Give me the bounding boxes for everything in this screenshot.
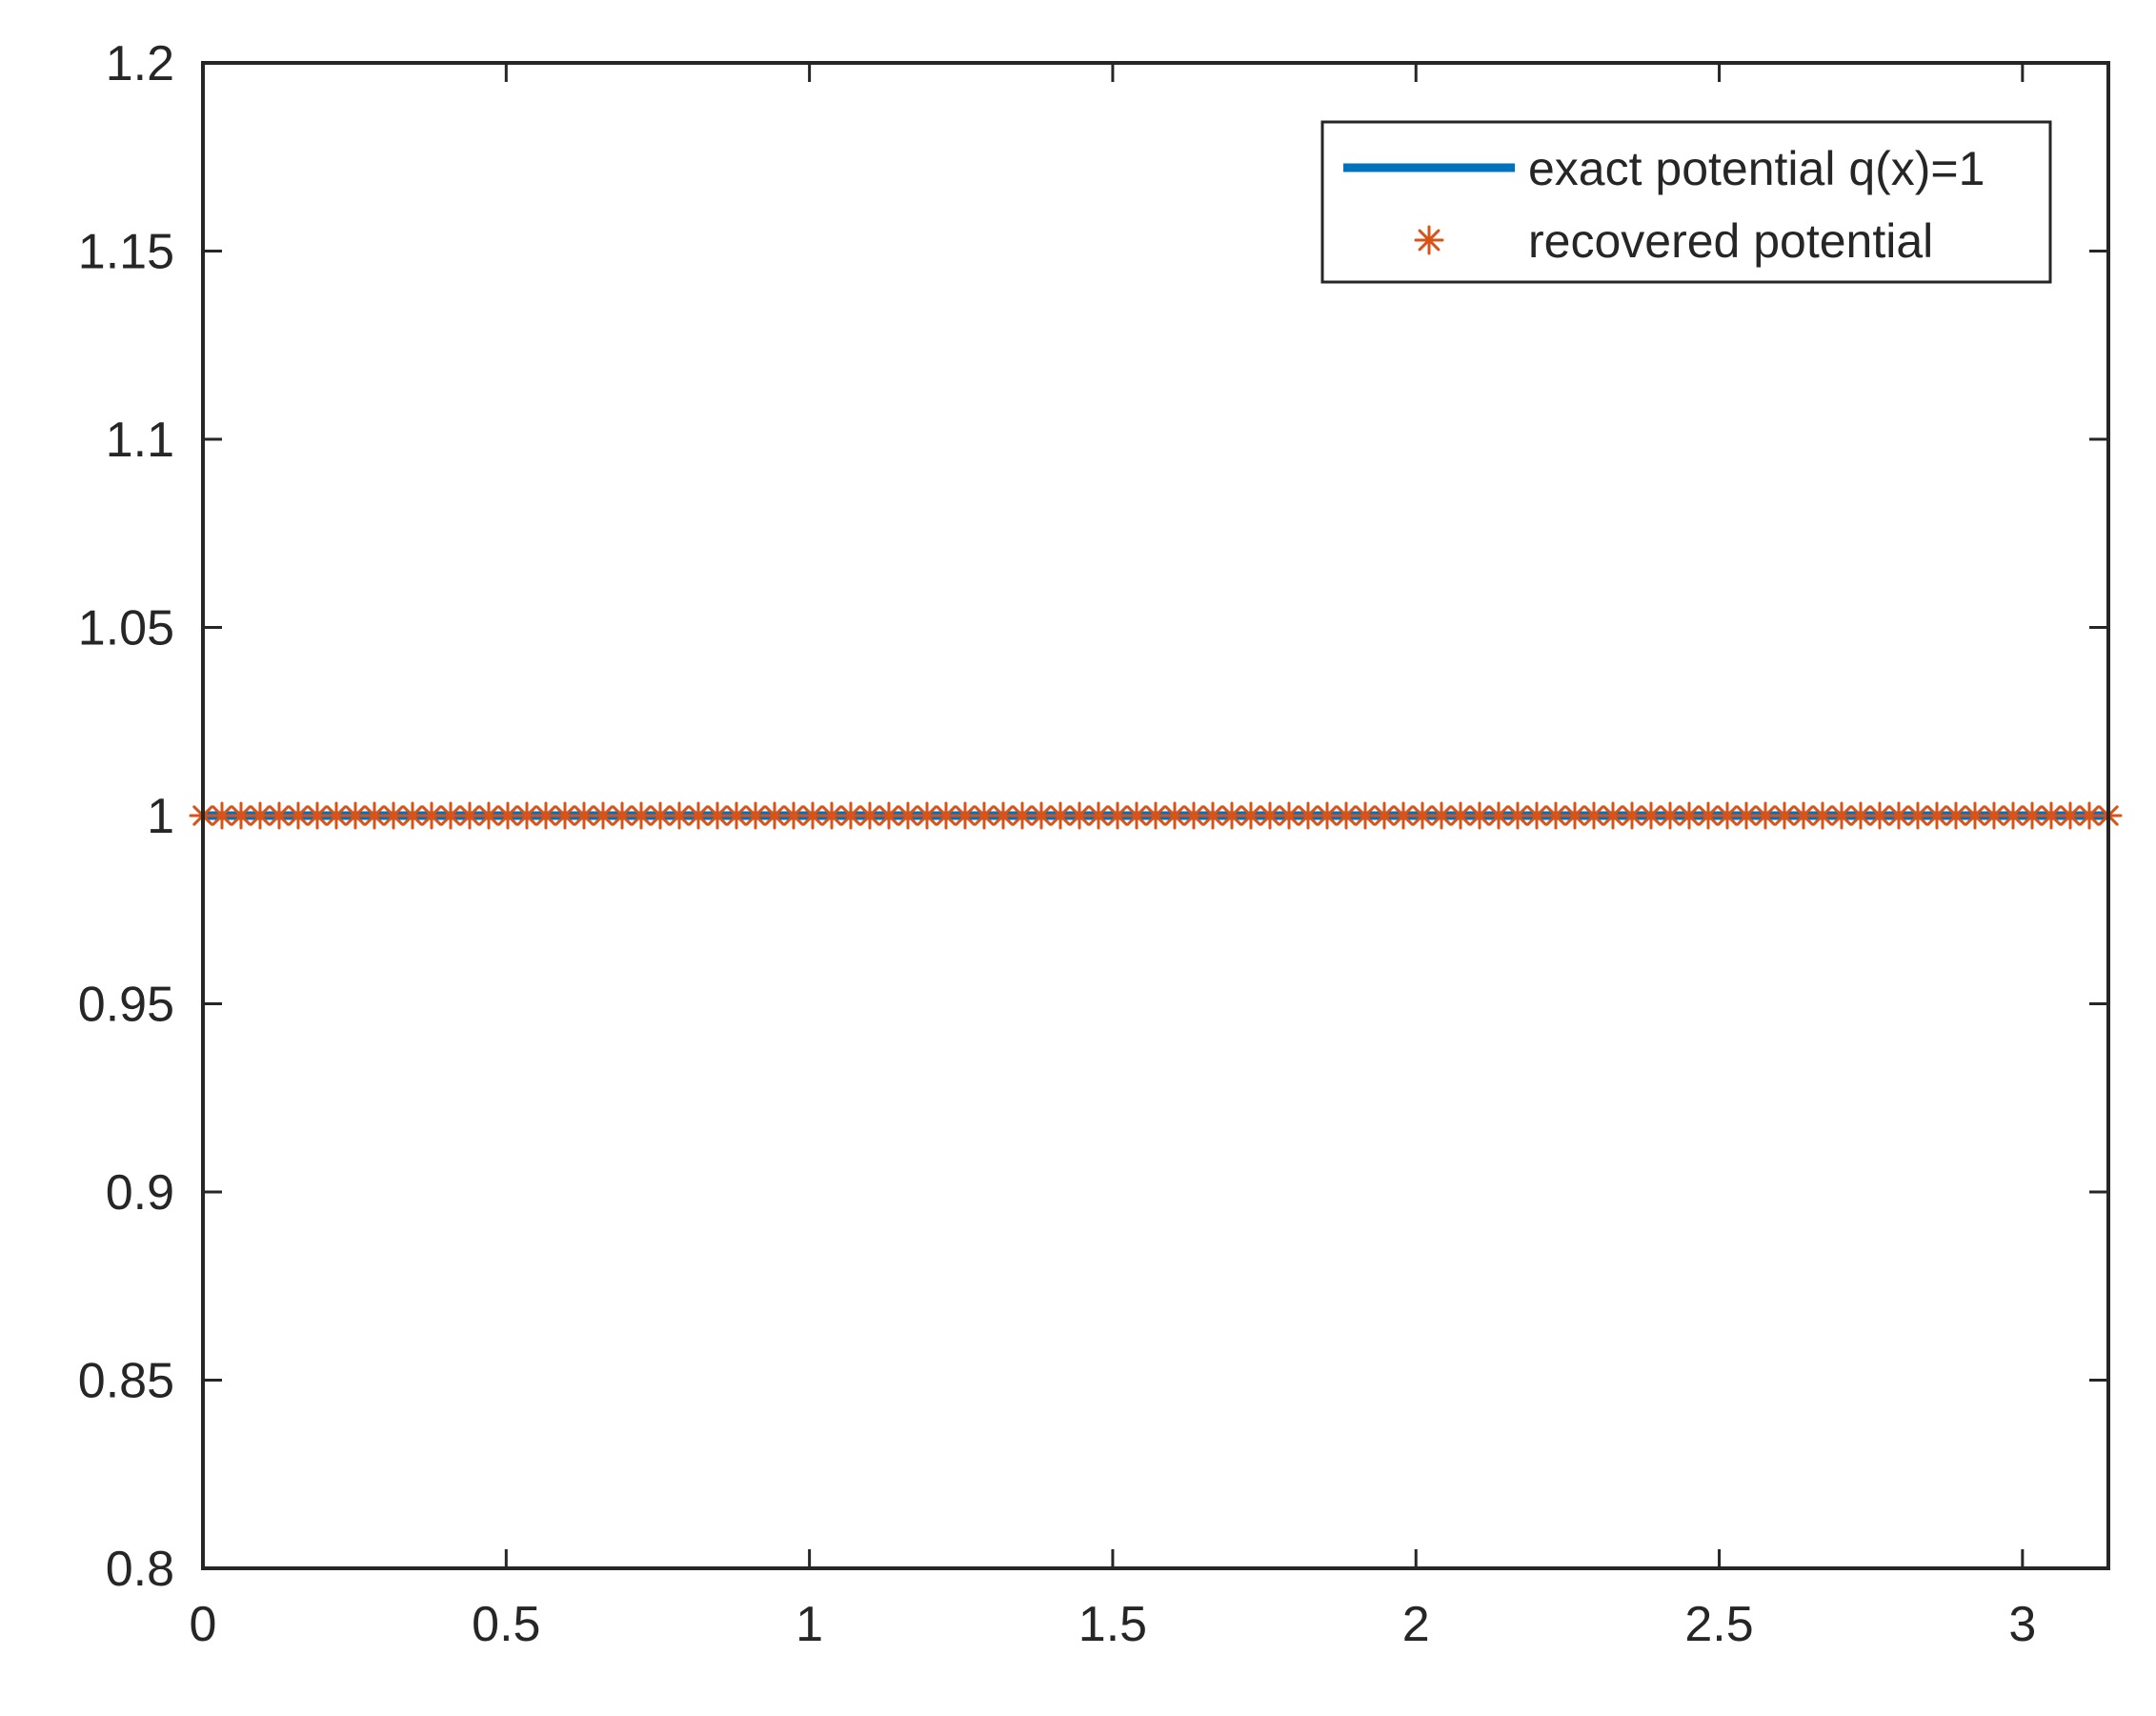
recovered-marker — [1313, 801, 1341, 830]
recovered-marker — [2037, 801, 2065, 830]
recovered-marker — [608, 801, 636, 830]
recovered-marker — [1656, 801, 1684, 830]
recovered-marker — [2056, 801, 2085, 830]
recovered-marker — [1865, 801, 1894, 830]
recovered-marker — [1999, 801, 2027, 830]
recovered-marker — [875, 801, 903, 830]
y-tick-label: 0.9 — [106, 1165, 174, 1221]
recovered-marker — [1046, 801, 1075, 830]
recovered-marker — [379, 801, 408, 830]
y-tick-label: 1.05 — [78, 601, 174, 656]
y-tick-label: 0.85 — [78, 1354, 174, 1409]
recovered-marker — [417, 801, 446, 830]
recovered-marker — [1027, 801, 1056, 830]
legend-asterisk — [1414, 225, 1444, 255]
x-tick-label: 2 — [1402, 1597, 1430, 1652]
recovered-marker — [1065, 801, 1094, 830]
legend-label-exact: exact potential q(x)=1 — [1528, 142, 1985, 195]
recovered-marker — [1503, 801, 1532, 830]
x-tick-label: 3 — [2008, 1597, 2036, 1652]
y-tick-label: 1.15 — [78, 225, 174, 280]
y-tick-label: 0.95 — [78, 978, 174, 1033]
tick-labels: 0 0.5 1 1.5 2 2.5 3 0.8 0.85 0.9 0.95 1 1.05 1.1 1.15 1… — [78, 36, 2037, 1652]
series-recovered-markers — [189, 801, 2123, 830]
recovered-marker — [1675, 801, 1703, 830]
y-tick-label: 1 — [147, 789, 174, 844]
recovered-marker — [494, 801, 522, 830]
legend-box — [1320, 120, 2052, 284]
recovered-marker — [1122, 801, 1151, 830]
recovered-marker — [436, 801, 465, 830]
recovered-marker — [1789, 801, 1818, 830]
recovered-marker — [913, 801, 941, 830]
recovered-marker — [284, 801, 312, 830]
recovered-marker — [932, 801, 960, 830]
recovered-marker — [1446, 801, 1475, 830]
recovered-marker — [1160, 801, 1189, 830]
x-tick-label: 0.5 — [472, 1597, 540, 1652]
recovered-marker — [779, 801, 808, 830]
y-tick-label: 1.2 — [106, 36, 174, 91]
axes-box — [201, 61, 2110, 1570]
legend-marker-swatch — [1414, 225, 1444, 255]
x-tick-label: 1 — [796, 1597, 823, 1652]
legend: exact potential q(x)=1 recovered potenti… — [1320, 120, 2052, 284]
legend-label-recovered: recovered potential — [1528, 214, 1933, 268]
x-tick-label: 1.5 — [1078, 1597, 1147, 1652]
x-tick-label: 2.5 — [1684, 1597, 1753, 1652]
recovered-marker — [1827, 801, 1856, 830]
x-tick-label: 0 — [190, 1597, 217, 1652]
recovered-marker — [589, 801, 617, 830]
recovered-marker — [741, 801, 770, 830]
y-tick-label: 0.8 — [106, 1542, 174, 1597]
recovered-marker — [246, 801, 274, 830]
recovered-marker — [1884, 801, 1913, 830]
y-tick-label: 1.1 — [106, 413, 174, 468]
recovered-marker — [1294, 801, 1322, 830]
